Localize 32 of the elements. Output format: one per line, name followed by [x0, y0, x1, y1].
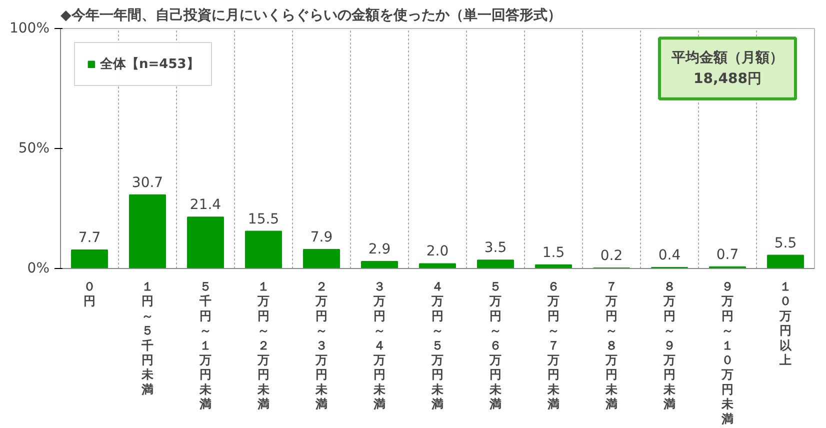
category-label: １万円～２万円未満 — [258, 280, 270, 412]
category-label: ５万円～６万円未満 — [490, 280, 502, 412]
x-tick-label: １円～５千円未満 — [140, 280, 154, 396]
category-label: ８万円～９万円未満 — [664, 280, 676, 412]
y-tick-label: 0% — [27, 260, 50, 276]
chart-title: ◆今年一年間、自己投資に月にいくらぐらいの金額を使ったか（単一回答形式） — [60, 6, 562, 24]
category-label: ３万円～４万円未満 — [374, 280, 386, 412]
annotation: 平均金額（月額） 18,488円 — [670, 49, 784, 87]
category-label: ９万円～１０万円未満 — [722, 280, 734, 426]
category-label: ７万円～８万円未満 — [606, 280, 618, 412]
text: 15.5 — [248, 211, 280, 228]
text: 7.9 — [310, 230, 333, 246]
text: 30.7 — [132, 174, 164, 191]
legend-label: 全体【n=453】 — [100, 56, 200, 73]
text: 21.4 — [190, 197, 222, 214]
category-label: ６万円～７万円未満 — [548, 280, 560, 412]
text: 0.7 — [716, 246, 739, 263]
x-tick-label: ０円 — [84, 280, 96, 308]
text: 7.7 — [78, 230, 101, 246]
text: 2.9 — [368, 242, 391, 258]
y-tick-label: 100% — [9, 20, 50, 36]
category-label: ４万円～５万円未満 — [432, 280, 444, 412]
text: 0.4 — [658, 248, 681, 264]
text: 2.0 — [426, 244, 449, 260]
category-label: ２万円～３万円未満 — [316, 280, 328, 412]
text: 1.5 — [542, 244, 565, 261]
x-tick-label: １０万円以上 — [778, 280, 792, 367]
text: 0.2 — [600, 248, 623, 264]
category-label: ５千円～１万円未満 — [200, 280, 212, 412]
y-tick-label: 50% — [18, 140, 50, 156]
text: 3.5 — [484, 240, 507, 256]
text: 5.5 — [774, 235, 797, 252]
